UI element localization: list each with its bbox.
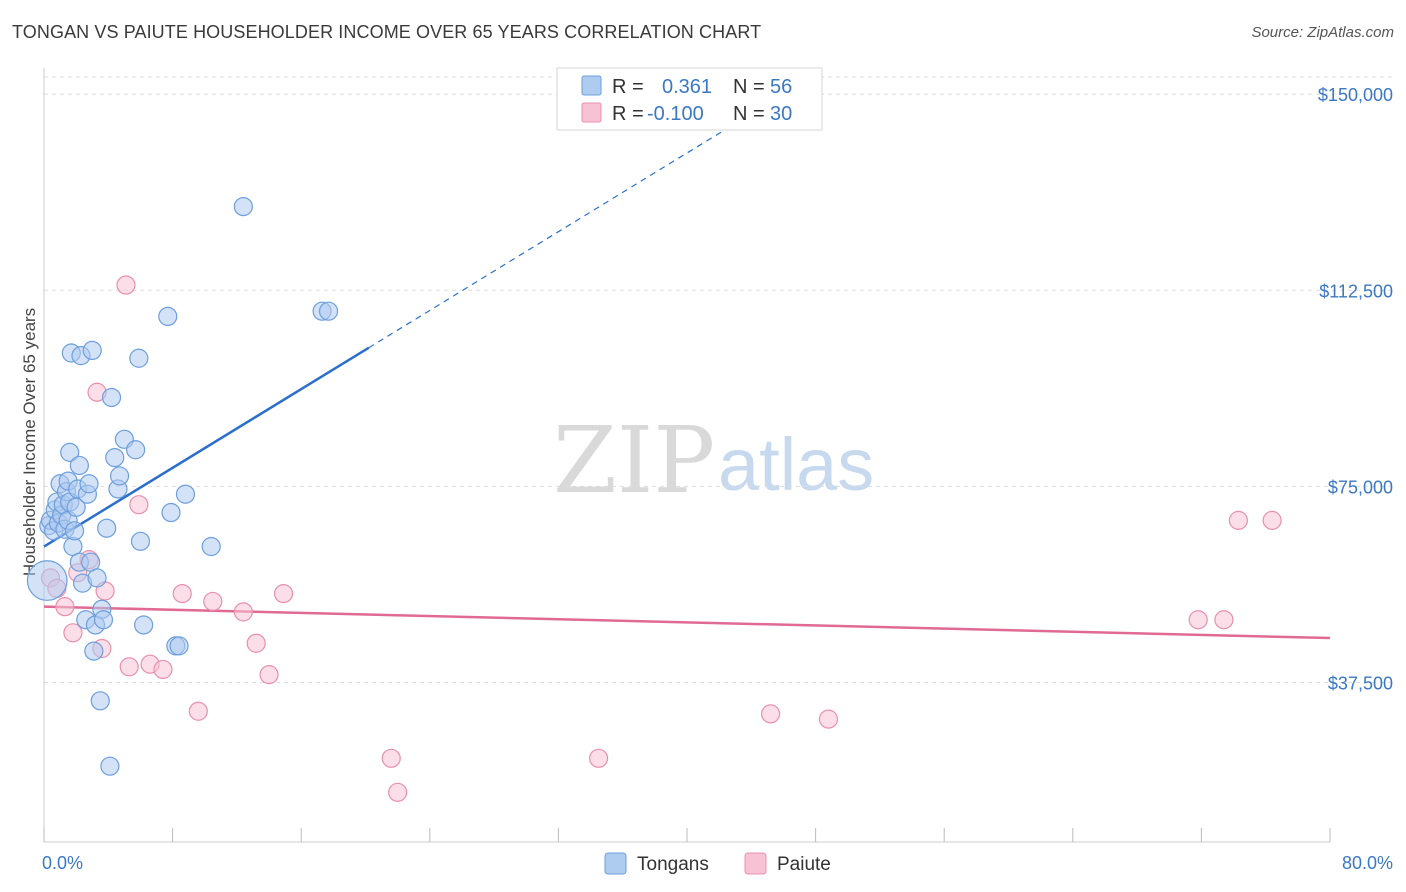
paiute-point-2 bbox=[55, 597, 75, 617]
tongans-points bbox=[26, 196, 339, 776]
y-tick-label-0: $37,500 bbox=[1328, 673, 1393, 693]
legend-r-value-tongans: 0.361 bbox=[662, 76, 712, 98]
paiute-point-14 bbox=[172, 583, 192, 604]
x-tick-label-max: 80.0% bbox=[1342, 853, 1393, 873]
legend-n-value-paiute: 30 bbox=[770, 103, 792, 125]
y-axis-label: Householder Income Over 65 years bbox=[20, 308, 39, 576]
chart-title: TONGAN VS PAIUTE HOUSEHOLDER INCOME OVER… bbox=[12, 22, 762, 42]
tongans-point-18 bbox=[64, 521, 85, 541]
paiute-point-10 bbox=[119, 657, 139, 677]
series-legend-swatch-tongans bbox=[604, 852, 627, 875]
y-tick-label-2: $112,500 bbox=[1319, 281, 1393, 301]
tongans-point-46 bbox=[134, 615, 154, 635]
paiute-point-16 bbox=[203, 591, 223, 612]
tongans-point-54 bbox=[318, 301, 339, 321]
tongans-point-41 bbox=[109, 466, 130, 486]
tongans-point-44 bbox=[129, 348, 149, 368]
tongans-point-50 bbox=[175, 484, 196, 504]
paiute-points bbox=[40, 275, 1282, 802]
tongans-point-36 bbox=[97, 518, 117, 538]
paiute-point-28 bbox=[1228, 510, 1248, 530]
legend-r-value-paiute: -0.100 bbox=[647, 103, 704, 125]
paiute-point-23 bbox=[588, 748, 609, 768]
gridlines bbox=[44, 76, 1395, 683]
trend-lines bbox=[43, 108, 1331, 640]
legend-r-label-tongans: R = bbox=[612, 76, 644, 98]
tongans-point-35 bbox=[93, 610, 114, 630]
trend-line-tongans bbox=[43, 346, 370, 548]
x-tick-label-min: 0.0% bbox=[42, 853, 83, 873]
tongans-point-32 bbox=[87, 568, 107, 588]
tongans-point-33 bbox=[90, 691, 110, 711]
x-axis-ticks bbox=[43, 828, 1331, 842]
legend-swatch-paiute bbox=[581, 102, 602, 123]
tongans-point-52 bbox=[233, 196, 253, 217]
legend-n-label-paiute: N = bbox=[733, 103, 765, 125]
paiute-point-22 bbox=[388, 782, 408, 802]
paiute-point-24 bbox=[760, 704, 781, 724]
paiute-point-18 bbox=[246, 633, 266, 653]
paiute-point-26 bbox=[1188, 610, 1208, 630]
y-axis-tick-labels: $37,500 $75,000 $112,500 $150,000 bbox=[1318, 85, 1393, 693]
watermark-atlas: atlas bbox=[718, 423, 874, 506]
paiute-point-29 bbox=[1262, 510, 1282, 530]
watermark-zip: ZIP bbox=[553, 407, 715, 514]
y-tick-label-1: $75,000 bbox=[1328, 477, 1393, 497]
tongans-point-39 bbox=[105, 448, 125, 468]
paiute-point-15 bbox=[188, 701, 208, 721]
tongans-point-55 bbox=[161, 502, 181, 523]
tongans-point-51 bbox=[201, 536, 221, 557]
trend-line-tongans-extension bbox=[368, 108, 760, 349]
legend-r-label-paiute: R = bbox=[612, 103, 644, 125]
series-legend-label-tongans: Tongans bbox=[637, 854, 709, 875]
paiute-point-25 bbox=[818, 709, 839, 729]
trend-line-paiute bbox=[43, 605, 1331, 640]
tongans-point-43 bbox=[126, 440, 146, 460]
tongans-point-45 bbox=[130, 531, 151, 551]
tongans-point-38 bbox=[101, 387, 122, 408]
tongans-point-22 bbox=[69, 455, 89, 476]
watermark: ZIP atlas bbox=[553, 407, 874, 514]
series-legend: Tongans Paiute bbox=[604, 852, 831, 875]
series-legend-swatch-paiute bbox=[744, 852, 767, 875]
tongans-point-47 bbox=[158, 306, 178, 327]
tongans-point-27 bbox=[79, 474, 99, 494]
paiute-point-9 bbox=[116, 275, 136, 295]
paiute-point-13 bbox=[153, 659, 173, 680]
y-tick-label-3: $150,000 bbox=[1318, 85, 1393, 105]
tongans-point-0 bbox=[26, 560, 68, 601]
paiute-point-20 bbox=[273, 583, 294, 604]
paiute-point-3 bbox=[63, 623, 83, 643]
paiute-point-27 bbox=[1214, 610, 1234, 630]
legend-swatch-tongans bbox=[581, 75, 602, 96]
tongans-point-49 bbox=[169, 636, 189, 656]
legend-n-label-tongans: N = bbox=[733, 76, 765, 98]
paiute-point-21 bbox=[381, 748, 401, 768]
tongans-point-30 bbox=[84, 641, 104, 661]
tongans-point-29 bbox=[82, 340, 102, 361]
tongans-point-15 bbox=[60, 442, 80, 462]
tongans-point-37 bbox=[100, 756, 120, 776]
correlation-legend: R = 0.361 N = 56 R = -0.100 N = 30 bbox=[556, 67, 823, 131]
paiute-point-19 bbox=[259, 665, 279, 685]
paiute-point-17 bbox=[233, 602, 253, 622]
legend-n-value-tongans: 56 bbox=[770, 76, 792, 98]
paiute-point-11 bbox=[129, 495, 149, 515]
series-legend-label-paiute: Paiute bbox=[777, 854, 831, 875]
source-label: Source: ZipAtlas.com bbox=[1251, 24, 1394, 41]
